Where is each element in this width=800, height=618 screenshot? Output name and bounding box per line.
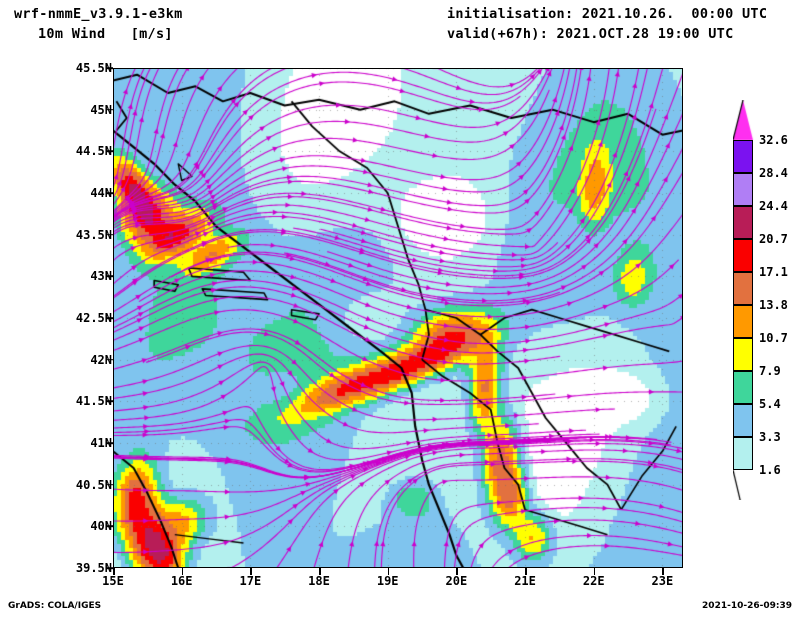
lon-tick-label: 23E [651, 574, 674, 588]
colorbar-band [733, 404, 753, 437]
colorbar-tick-label: 17.1 [759, 265, 788, 279]
lon-tick-mark [387, 568, 390, 575]
lat-tick-mark [106, 483, 113, 486]
lat-tick-label: 40N [90, 519, 112, 534]
lat-tick-mark [106, 108, 113, 111]
colorbar-tick-label: 13.8 [759, 298, 788, 312]
colorbar-tick-label: 28.4 [759, 166, 788, 180]
lon-tick-label: 20E [445, 574, 468, 588]
lon-tick-label: 16E [170, 574, 193, 588]
lat-tick-label: 40.5N [75, 477, 112, 492]
lon-tick-mark [319, 568, 321, 575]
lat-tick-mark [106, 400, 113, 403]
lat-tick-mark [106, 358, 113, 361]
lat-tick-mark [106, 525, 113, 528]
lon-tick-label: 18E [308, 574, 330, 588]
lat-tick-mark [106, 442, 113, 444]
lon-tick-label: 15E [102, 574, 124, 588]
lon-tick-mark [113, 568, 115, 575]
lon-tick-mark [181, 568, 184, 575]
lat-tick-label: 45.5N [75, 61, 112, 75]
lat-tick-label: 43.5N [75, 227, 112, 242]
colorbar-tick-label: 1.6 [759, 463, 781, 477]
colorbar-band [733, 206, 753, 239]
wind-field-canvas [113, 68, 683, 568]
lon-tick-mark [662, 568, 664, 575]
colorbar-tick-label: 32.6 [759, 133, 788, 147]
lon-tick-label: 21E [514, 574, 536, 588]
colorbar: 32.6 28.4 24.4 20.7 17.1 13.8 10.7 7.9 5.4 3.3 1.6 [733, 100, 795, 500]
colorbar-tick-label: 5.4 [759, 397, 781, 411]
lat-tick-mark [106, 67, 113, 69]
lat-tick-label: 45N [90, 102, 112, 117]
colorbar-band [733, 305, 753, 338]
lon-tick-mark [456, 568, 458, 575]
lat-tick-label: 44.5N [75, 144, 112, 159]
lat-tick-mark [106, 192, 113, 194]
lon-tick-mark [525, 568, 527, 575]
initialisation-time: initialisation: 2021.10.26. 00:00 UTC [447, 6, 768, 22]
colorbar-band [733, 371, 753, 404]
lat-tick-label: 44N [90, 186, 112, 200]
colorbar-tick-label: 24.4 [759, 199, 788, 213]
lon-tick-label: 19E [376, 574, 399, 588]
map-plot-area [113, 68, 683, 568]
colorbar-band [733, 272, 753, 305]
model-title: wrf-nmmE_v3.9.1-e3km [14, 6, 183, 22]
lat-tick-label: 42.5N [75, 311, 112, 325]
lat-tick-mark [106, 567, 113, 569]
colorbar-band [733, 239, 753, 272]
lat-tick-label: 43N [90, 269, 112, 284]
colorbar-band [733, 173, 753, 206]
lon-tick-mark [250, 568, 252, 575]
colorbar-tick-label: 20.7 [759, 232, 788, 246]
colorbar-band [733, 140, 753, 173]
lat-tick-label: 42N [90, 352, 112, 367]
footer-credit: GrADS: COLA/IGES [8, 601, 102, 611]
lat-tick-mark [106, 233, 113, 236]
lon-tick-label: 17E [239, 574, 262, 588]
colorbar-tick-label: 7.9 [759, 364, 781, 378]
lat-tick-label: 41.5N [75, 394, 112, 409]
lon-tick-mark [593, 568, 596, 575]
footer-timestamp: 2021-10-26-09:39 [702, 601, 792, 611]
lat-tick-label: 41N [90, 436, 112, 450]
variable-title: 10m Wind [m/s] [38, 26, 173, 42]
lat-tick-label: 39.5N [75, 561, 112, 575]
lat-tick-mark [106, 275, 113, 278]
colorbar-band [733, 437, 753, 470]
colorbar-tick-label: 10.7 [759, 331, 788, 345]
lat-tick-mark [106, 317, 113, 319]
lat-tick-mark [106, 150, 113, 153]
valid-time: valid(+67h): 2021.OCT.28 19:00 UTC [447, 26, 734, 42]
lon-tick-label: 22E [582, 574, 605, 588]
colorbar-band [733, 338, 753, 371]
colorbar-tick-label: 3.3 [759, 430, 781, 444]
